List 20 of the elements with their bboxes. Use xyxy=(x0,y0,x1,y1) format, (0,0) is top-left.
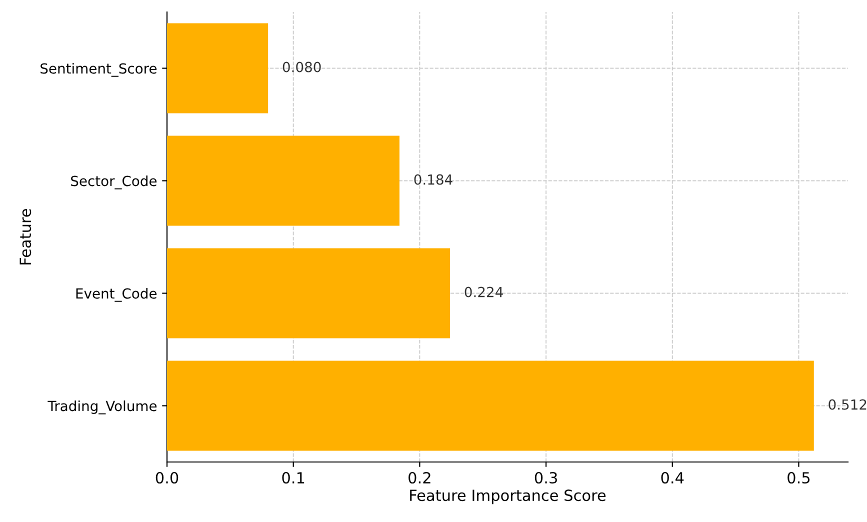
x-axis-title: Feature Importance Score xyxy=(410,490,606,504)
bar xyxy=(167,136,400,226)
x-tick-label: 0.3 xyxy=(534,472,557,484)
data-label: 0.080 xyxy=(282,62,321,72)
x-tick-label: 0.2 xyxy=(408,472,430,484)
x-tick-label: 0.0 xyxy=(156,472,178,484)
bar xyxy=(167,248,450,338)
x-tick-label: 0.1 xyxy=(282,472,304,484)
y-tick-label: Trading_Volume xyxy=(48,400,157,414)
bar xyxy=(167,360,814,451)
bar xyxy=(167,23,268,114)
y-tick-label: Sector_Code xyxy=(71,175,157,190)
y-tick-label: Event_Code xyxy=(76,288,157,302)
data-label: 0.224 xyxy=(464,286,503,298)
data-label: 0.512 xyxy=(828,399,866,410)
y-axis-title: Feature xyxy=(20,208,32,264)
y-tick-label: Sentiment_Score xyxy=(40,62,157,77)
x-tick-label: 0.5 xyxy=(788,472,810,484)
data-label: 0.184 xyxy=(414,174,452,185)
x-tick-label: 0.4 xyxy=(661,472,684,484)
